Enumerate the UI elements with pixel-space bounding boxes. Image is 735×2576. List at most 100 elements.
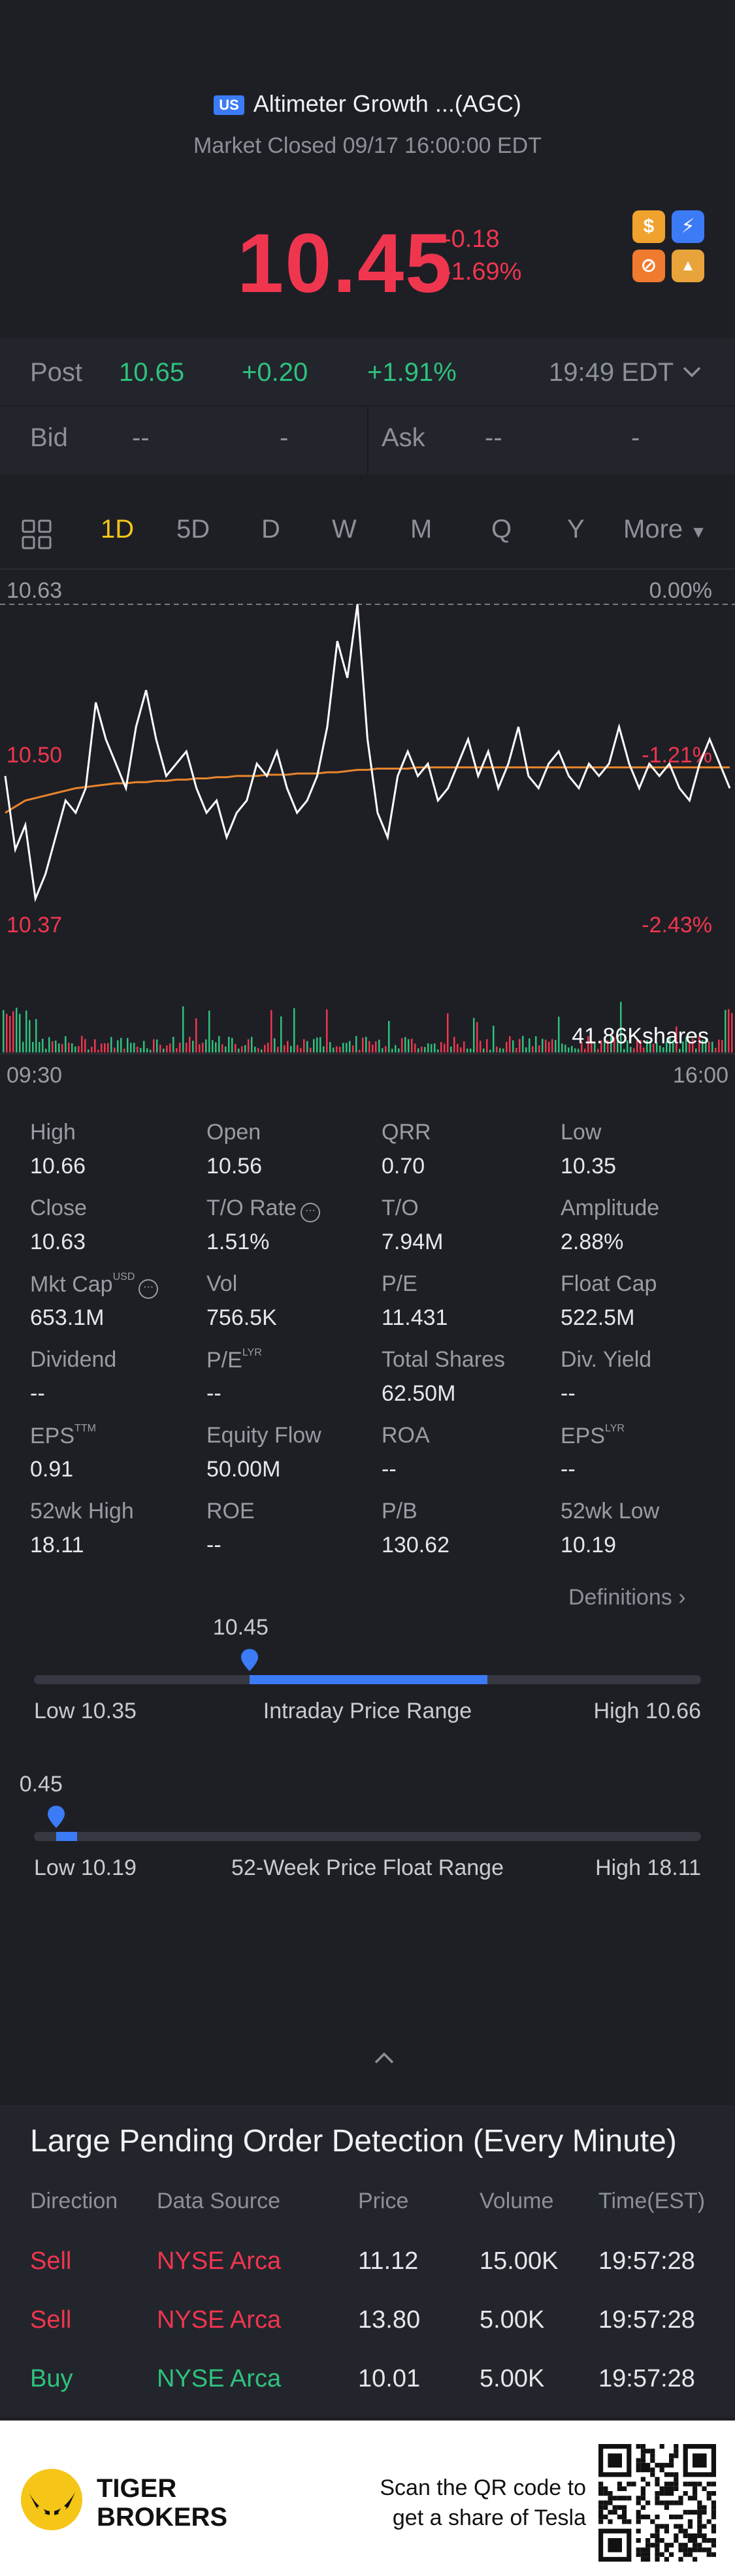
volume-bar bbox=[450, 1046, 452, 1052]
volume-bar bbox=[19, 1013, 21, 1052]
stat-value: 130.62 bbox=[382, 1533, 449, 1557]
volume-bar bbox=[189, 1036, 191, 1052]
volume-bar bbox=[715, 1047, 717, 1052]
stat-label: Mkt CapUSD ⋯ bbox=[30, 1271, 159, 1299]
post-change-pct: +1.91% bbox=[367, 358, 457, 387]
volume-bar bbox=[300, 1048, 302, 1052]
volume-bar bbox=[238, 1049, 240, 1052]
volume-bar bbox=[319, 1037, 321, 1052]
lightning-icon[interactable]: ⚡ bbox=[672, 210, 704, 243]
range-marker-label: 10.45 bbox=[212, 1615, 269, 1640]
volume-bar bbox=[607, 1040, 609, 1052]
post-time[interactable]: 19:49 EDT bbox=[549, 358, 674, 387]
volume-bar bbox=[107, 1043, 109, 1052]
info-icon[interactable]: ⋯ bbox=[300, 1203, 320, 1222]
volume-bar bbox=[306, 1041, 308, 1052]
volume-bar bbox=[653, 1043, 655, 1052]
tab-q[interactable]: Q bbox=[491, 515, 512, 544]
volume-bar bbox=[486, 1039, 488, 1052]
stat-value: -- bbox=[382, 1457, 397, 1482]
tab-y[interactable]: Y bbox=[567, 515, 585, 544]
volume-bar bbox=[620, 1002, 622, 1052]
stat-label: T/O bbox=[382, 1196, 419, 1221]
tab-5d[interactable]: 5D bbox=[176, 515, 210, 544]
stat-value: 18.11 bbox=[30, 1533, 84, 1557]
volume-bar bbox=[375, 1041, 377, 1052]
volume-bar bbox=[676, 1026, 678, 1052]
volume-bar bbox=[702, 1040, 704, 1052]
volume-bar bbox=[368, 1041, 370, 1052]
volume-bar bbox=[16, 1007, 18, 1052]
tab-d[interactable]: D bbox=[261, 515, 280, 544]
volume-bar bbox=[721, 1039, 723, 1052]
volume-bar bbox=[555, 1039, 557, 1052]
stat-value: 1.51% bbox=[206, 1230, 270, 1254]
price-change-pct: -1.69% bbox=[443, 258, 522, 285]
volume-bar bbox=[39, 1041, 41, 1052]
volume-bar bbox=[649, 1041, 651, 1052]
stat-label: T/O Rate ⋯ bbox=[206, 1196, 320, 1222]
stat-value: -- bbox=[561, 1381, 576, 1406]
volume-bar bbox=[493, 1026, 495, 1052]
stat-label: 52wk Low bbox=[561, 1499, 659, 1524]
volume-bar bbox=[636, 1038, 638, 1052]
stat-label-text: EPS bbox=[30, 1424, 75, 1448]
volume-bar bbox=[623, 1049, 625, 1052]
tab-1d[interactable]: 1D bbox=[101, 515, 135, 544]
volume-bar bbox=[208, 1010, 210, 1052]
volume-bar bbox=[235, 1043, 237, 1052]
grid-icon[interactable] bbox=[21, 519, 54, 551]
stat-value: 10.56 bbox=[206, 1154, 263, 1179]
volume-bar bbox=[329, 1042, 331, 1052]
volume-bar bbox=[613, 1037, 615, 1052]
footer-banner[interactable]: TIGER BROKERS Scan the QR code to get a … bbox=[0, 2421, 735, 2576]
pct-low-label: -2.43% bbox=[642, 913, 712, 937]
volume-bar bbox=[22, 1041, 24, 1052]
volume-bar bbox=[515, 1048, 517, 1052]
volume-bar bbox=[153, 1039, 155, 1052]
volume-bar bbox=[600, 1040, 602, 1052]
cell-volume: 5.00K bbox=[480, 2365, 545, 2392]
volume-bar bbox=[297, 1045, 299, 1052]
cell-source: NYSE Arca bbox=[157, 2247, 282, 2275]
volume-bar bbox=[248, 1039, 250, 1052]
pending-header-row: Direction Data Source Price Volume Time(… bbox=[0, 2189, 735, 2215]
definitions-link[interactable]: Definitions › bbox=[568, 1585, 686, 1610]
cell-time: 19:57:28 bbox=[598, 2247, 695, 2275]
volume-bar bbox=[6, 1013, 8, 1052]
stat-label: Open bbox=[206, 1120, 261, 1145]
pending-order-panel bbox=[0, 2105, 735, 2417]
intraday-chart[interactable]: 10.63 0.00% 10.50 -1.21% 10.37 -2.43% 41… bbox=[0, 572, 735, 1091]
volume-bar bbox=[728, 1009, 730, 1052]
volume-bar bbox=[646, 1040, 648, 1052]
chevron-down-icon[interactable] bbox=[682, 366, 702, 379]
stat-label: Div. Yield bbox=[561, 1347, 651, 1373]
brand-line-1: TIGER bbox=[97, 2474, 177, 2503]
tiger-logo-icon bbox=[21, 2469, 82, 2530]
location-pin-icon bbox=[240, 1649, 258, 1671]
cell-source: NYSE Arca bbox=[157, 2365, 282, 2392]
tab-m[interactable]: M bbox=[410, 515, 433, 544]
volume-bar bbox=[574, 1048, 576, 1052]
info-icon[interactable]: ⋯ bbox=[139, 1279, 159, 1299]
stat-label-text: Vol bbox=[206, 1271, 238, 1296]
dollar-icon[interactable]: $ bbox=[632, 210, 665, 243]
chevron-up-icon[interactable] bbox=[374, 2051, 395, 2064]
volume-bar bbox=[254, 1047, 256, 1052]
graduation-icon[interactable]: ▲ bbox=[672, 250, 704, 282]
chevron-right-icon: › bbox=[678, 1585, 686, 1610]
volume-bar bbox=[414, 1043, 416, 1052]
volume-bar bbox=[146, 1048, 148, 1052]
volume-bar bbox=[323, 1046, 325, 1052]
range-track bbox=[34, 1832, 701, 1841]
stat-label: Close bbox=[30, 1196, 87, 1221]
volume-bar bbox=[578, 1049, 580, 1052]
bid-size: - bbox=[280, 423, 289, 452]
volume-bar bbox=[205, 1039, 207, 1052]
volume-bar bbox=[551, 1039, 553, 1052]
no-short-icon[interactable]: ⊘ bbox=[632, 250, 665, 282]
tab-w[interactable]: W bbox=[332, 515, 357, 544]
qr-code-icon[interactable] bbox=[598, 2444, 716, 2562]
volume-bar bbox=[84, 1039, 86, 1052]
tab-more[interactable]: More ▼ bbox=[623, 515, 707, 544]
